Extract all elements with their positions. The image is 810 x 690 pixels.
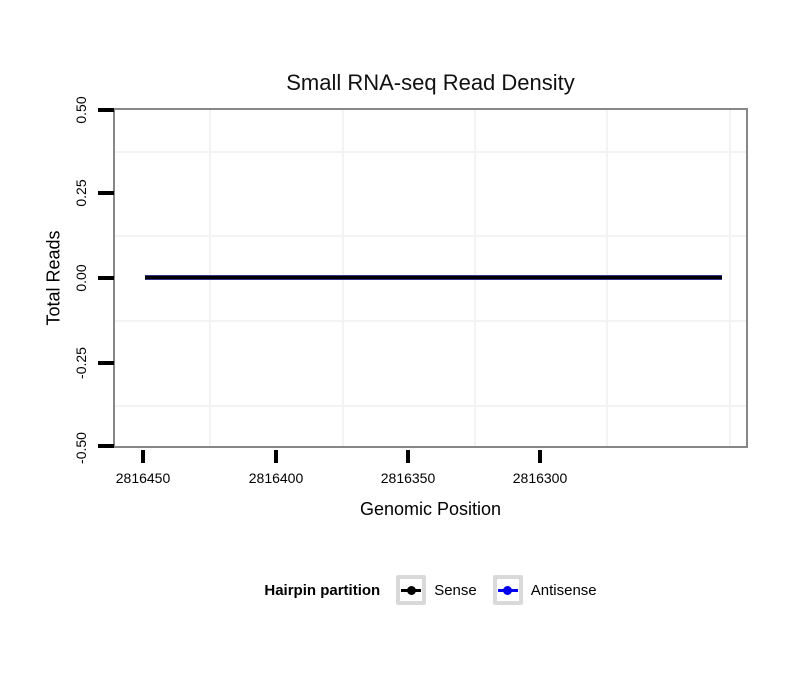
y-axis-tick <box>98 191 114 195</box>
antisense-point-swatch <box>503 585 513 595</box>
y-tick-label: 0.00 <box>73 264 89 292</box>
x-tick-label: 2816300 <box>512 470 568 486</box>
y-tick-label: 0.25 <box>73 179 89 207</box>
x-axis-tick <box>274 450 278 463</box>
sense-series-line <box>145 276 722 279</box>
plot-panel <box>113 108 748 448</box>
y-axis-tick <box>98 276 114 280</box>
x-axis-title: Genomic Position <box>359 499 502 519</box>
x-tick-label: 2816350 <box>380 470 436 486</box>
legend-label-antisense: Antisense <box>530 581 597 599</box>
y-axis-tick <box>98 444 114 448</box>
minor-gridline-horizontal <box>115 235 746 237</box>
minor-gridline-horizontal <box>115 405 746 407</box>
x-tick-label: 2816400 <box>248 470 304 486</box>
y-tick-label: -0.25 <box>73 347 89 379</box>
legend-title: Hairpin partition <box>264 581 381 599</box>
y-axis-title: Total Reads <box>43 230 64 326</box>
x-axis-tick <box>141 450 145 463</box>
y-tick-label: -0.50 <box>73 432 89 464</box>
minor-gridline-horizontal <box>115 151 746 153</box>
minor-gridline-horizontal <box>115 320 746 322</box>
y-axis-tick <box>98 361 114 365</box>
legend-label-sense: Sense <box>434 581 477 599</box>
chart-title: Small RNA-seq Read Density <box>286 70 575 95</box>
sense-point-swatch <box>406 585 416 595</box>
legend-key-sense <box>396 575 427 605</box>
x-axis-tick <box>406 450 410 463</box>
minor-gridline-vertical <box>729 110 731 446</box>
y-axis-tick <box>98 108 114 112</box>
x-axis-tick <box>538 450 542 463</box>
x-tick-label: 2816450 <box>115 470 171 486</box>
legend: Hairpin partition Sense Antisense <box>113 573 748 607</box>
y-tick-label: 0.50 <box>73 96 89 124</box>
legend-key-antisense <box>492 575 523 605</box>
